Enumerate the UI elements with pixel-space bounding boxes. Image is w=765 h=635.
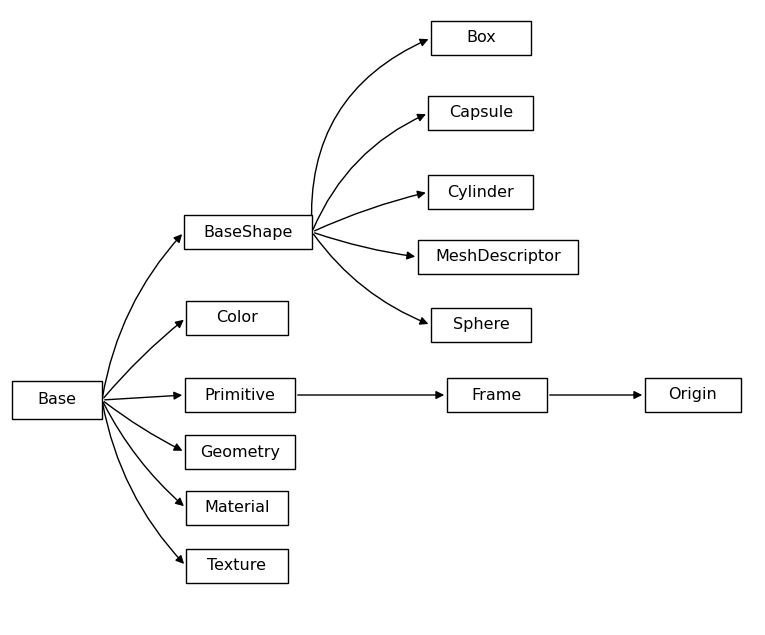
Bar: [428, 96, 533, 130]
Bar: [418, 240, 578, 274]
Text: Origin: Origin: [669, 387, 718, 403]
Text: Base: Base: [37, 392, 76, 408]
Bar: [431, 308, 531, 342]
Bar: [645, 378, 741, 412]
Bar: [186, 301, 288, 335]
Bar: [447, 378, 547, 412]
Bar: [12, 381, 102, 419]
Text: Color: Color: [216, 311, 258, 326]
Text: Cylinder: Cylinder: [448, 185, 514, 199]
Text: Box: Box: [466, 30, 496, 46]
Bar: [186, 549, 288, 583]
Bar: [185, 435, 295, 469]
Text: Texture: Texture: [207, 559, 266, 573]
Text: Capsule: Capsule: [449, 105, 513, 121]
Text: Primitive: Primitive: [204, 387, 275, 403]
Bar: [428, 175, 533, 209]
Text: Frame: Frame: [472, 387, 522, 403]
Bar: [186, 491, 288, 525]
Bar: [184, 215, 312, 249]
Text: Material: Material: [204, 500, 270, 516]
Bar: [431, 21, 531, 55]
Text: Geometry: Geometry: [200, 444, 280, 460]
Text: MeshDescriptor: MeshDescriptor: [435, 250, 561, 265]
Bar: [185, 378, 295, 412]
Text: BaseShape: BaseShape: [203, 225, 293, 239]
Text: Sphere: Sphere: [453, 318, 509, 333]
